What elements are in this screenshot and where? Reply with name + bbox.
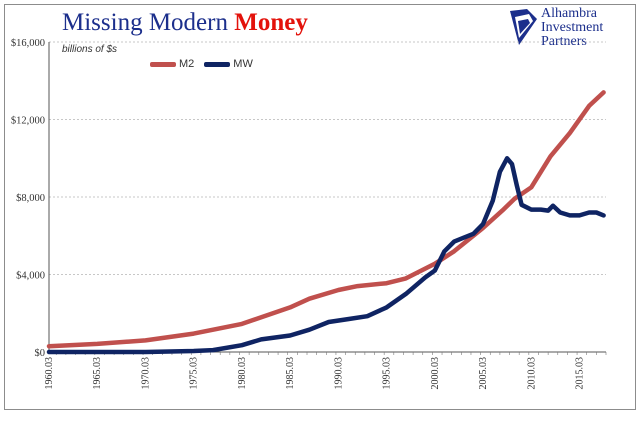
chart-title: Missing Modern Money: [62, 9, 308, 37]
y-tick-label: $0: [35, 348, 46, 359]
x-tick-label: 1960.03: [44, 357, 55, 390]
alhambra-logo-icon: [510, 9, 537, 45]
logo-line-1: Alhambra: [541, 6, 597, 21]
x-tick-label: 1985.03: [285, 357, 296, 390]
legend-item-mw: MW: [204, 58, 253, 70]
logo-line-3: Partners: [541, 34, 587, 49]
legend-swatch-m2: [150, 61, 176, 67]
legend-swatch-mw: [204, 61, 231, 67]
logo-text: Alhambra Investment Partners: [541, 7, 603, 49]
alhambra-logo: Alhambra Investment Partners: [507, 5, 631, 53]
unit-label: billions of $s: [62, 44, 118, 55]
x-tick-label: 1965.03: [92, 357, 103, 390]
x-tick-label: 2005.03: [478, 357, 489, 390]
series-line-m2: [46, 90, 606, 349]
title-highlight: Money: [234, 9, 308, 36]
x-tick-label: 2000.03: [430, 357, 441, 390]
x-tick-label: 1975.03: [189, 357, 200, 390]
y-tick-label: $16,000: [11, 38, 45, 49]
x-tick-label: 2015.03: [574, 357, 585, 390]
y-tick-label: $4,000: [16, 271, 45, 282]
x-tick-label: 2010.03: [526, 357, 537, 390]
logo-line-2: Investment: [541, 20, 604, 35]
y-tick-label: $8,000: [16, 193, 45, 204]
y-tick-label: $12,000: [11, 116, 45, 127]
title-text: Missing Modern: [62, 9, 235, 36]
x-tick-label: 1995.03: [382, 357, 393, 390]
legend-item-m2: M2: [150, 58, 194, 70]
legend-label-m2: M2: [179, 58, 195, 70]
legend-label-mw: MW: [233, 58, 253, 70]
series-line-mw: [46, 156, 606, 355]
x-tick-label: 1970.03: [140, 357, 151, 390]
x-tick-label: 1980.03: [237, 357, 248, 390]
x-tick-label: 1990.03: [333, 357, 344, 390]
legend: M2 MW: [150, 58, 263, 70]
